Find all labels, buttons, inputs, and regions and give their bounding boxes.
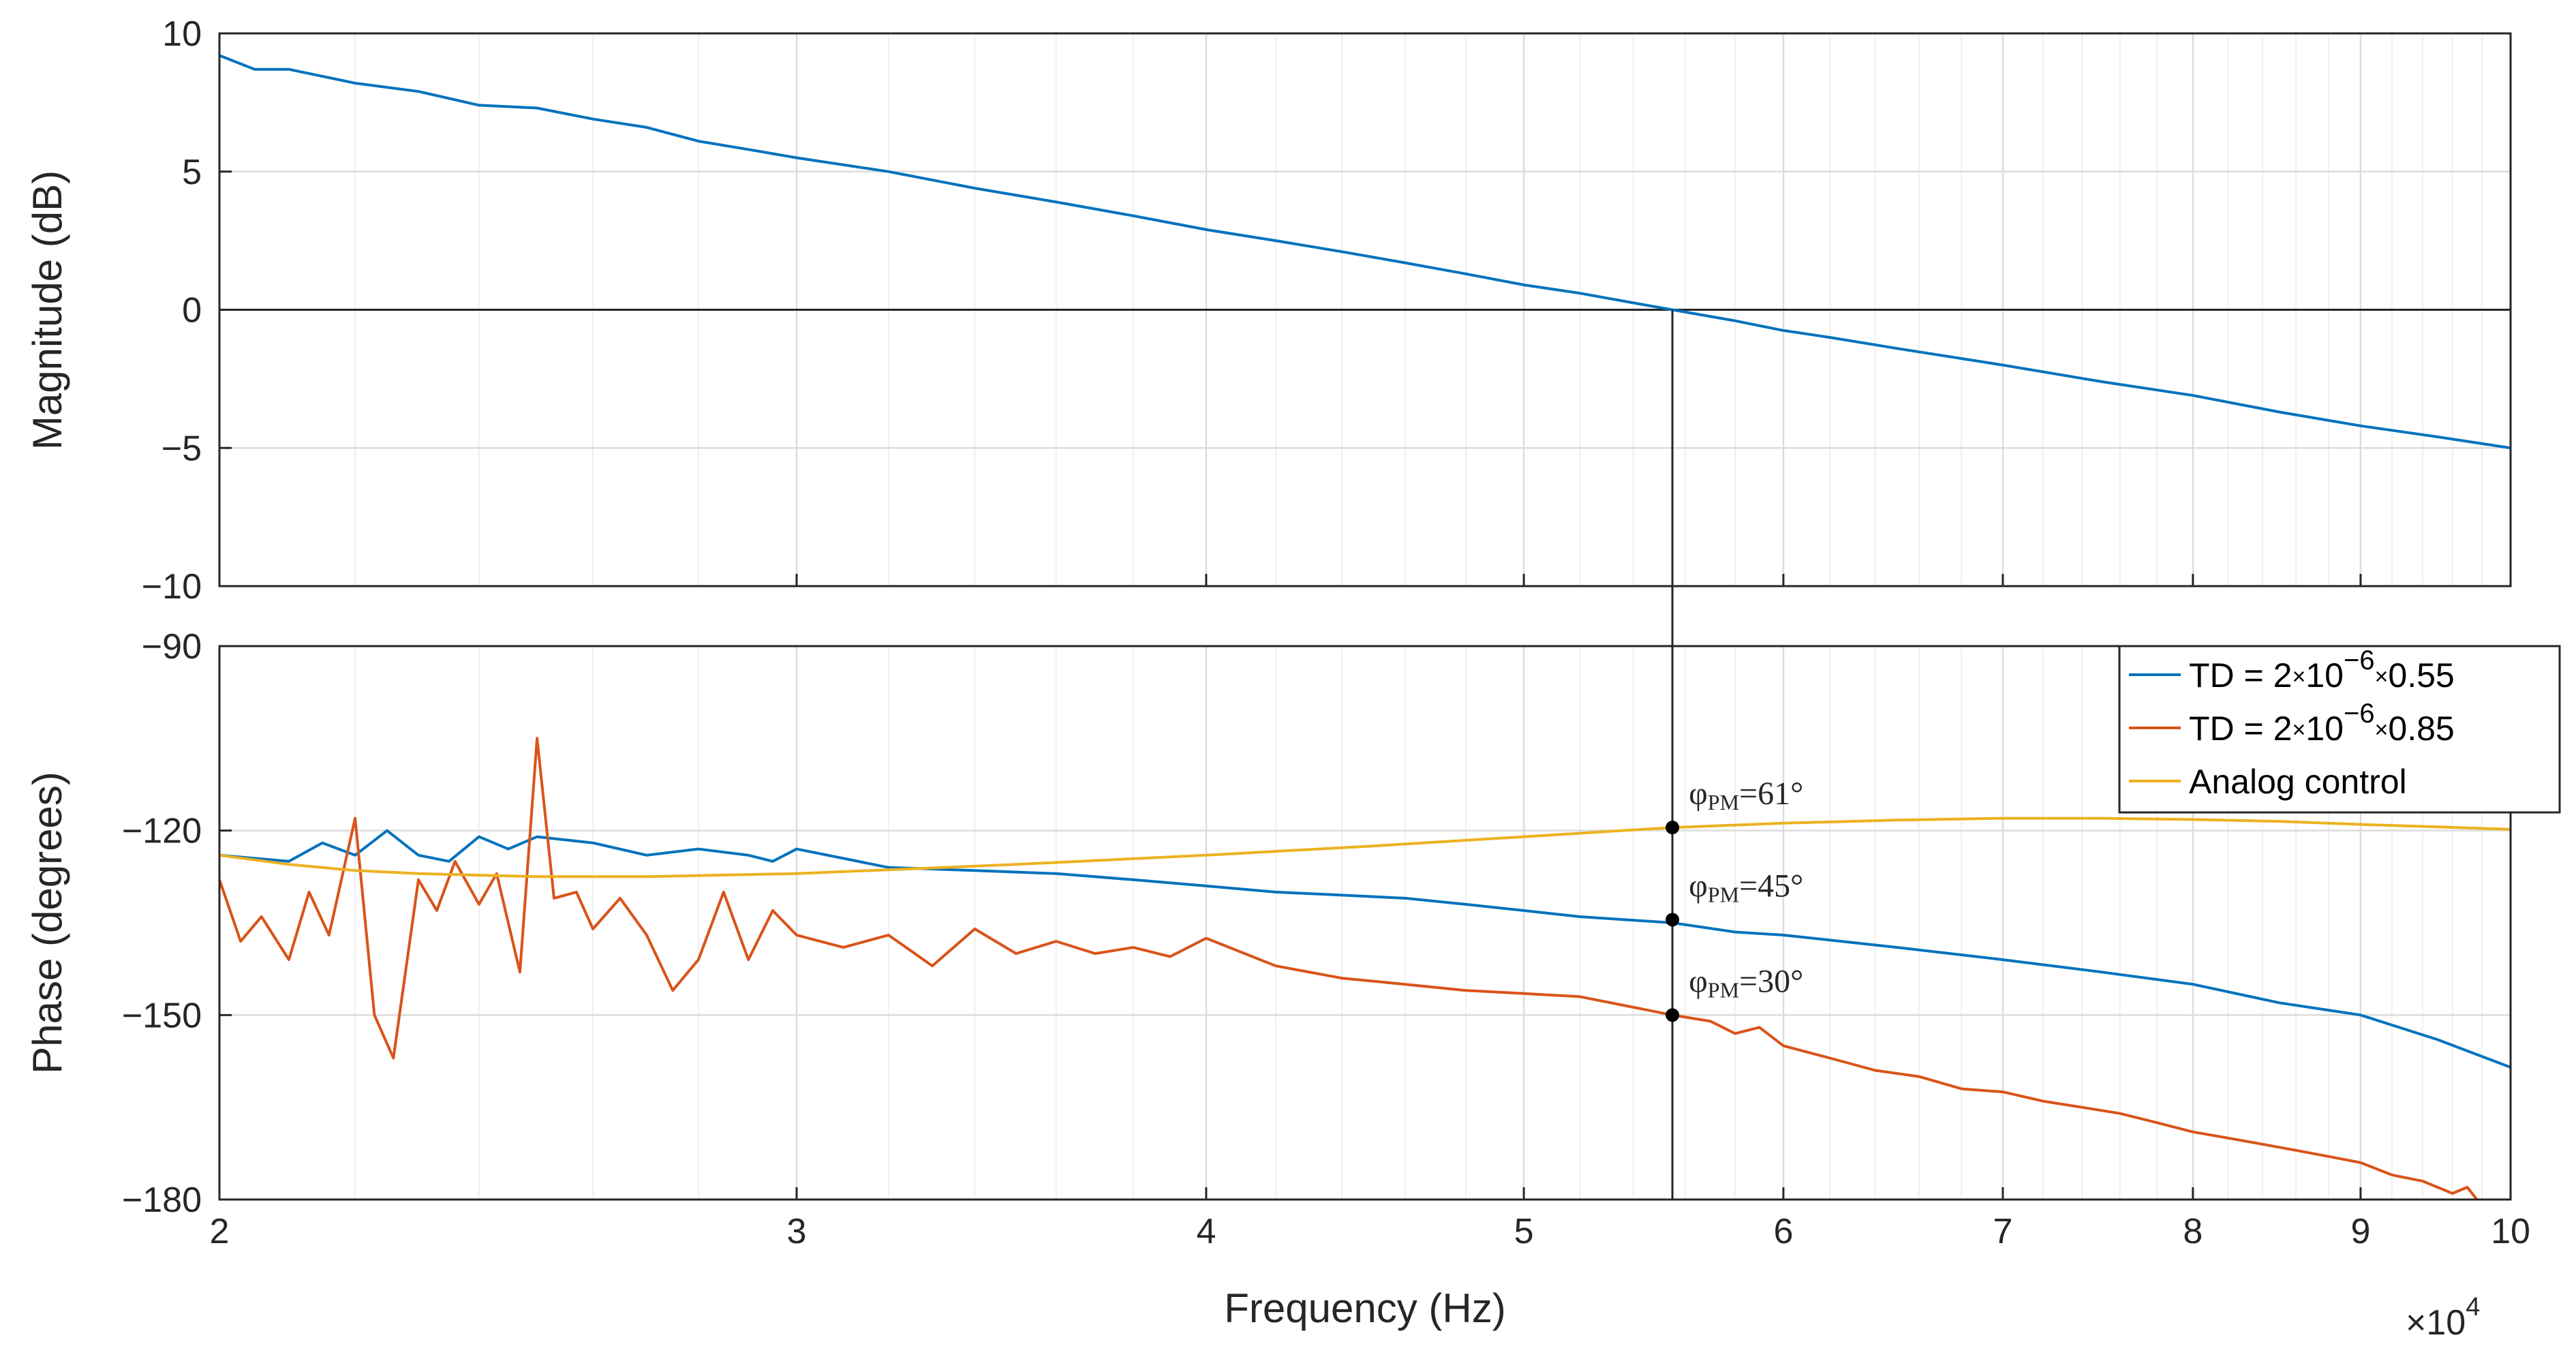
x-tick-label: 9 — [2350, 1212, 2370, 1251]
phase-margin-label: φPM=61° — [1689, 776, 1803, 814]
magnitude-series — [219, 54, 2511, 450]
legend-label-analog: Analog control — [2189, 763, 2407, 801]
magnitude-y-tick-label: 5 — [182, 153, 202, 192]
phase-line-analog — [219, 816, 2511, 879]
phase-y-tick-label: −120 — [122, 812, 202, 851]
legend-label-td055: TD = 2×10−6×0.55 — [2189, 645, 2455, 694]
x-tick-label: 2 — [210, 1212, 230, 1251]
phase-margin-marker — [1666, 1008, 1680, 1022]
x-tick-label: 4 — [1196, 1212, 1216, 1251]
phase-margin-label: φPM=30° — [1689, 963, 1803, 1002]
phase-margin-marker — [1666, 913, 1680, 927]
phase-margin-marker — [1666, 821, 1680, 835]
phase-margin-annotations: φPM=61° φPM=45° φPM=30° — [1666, 776, 1803, 1022]
phase-y-tick-label: −150 — [122, 996, 202, 1035]
phase-y-tick-label: −90 — [142, 627, 202, 667]
phase-y-tick-labels: −90 −120 −150 −180 — [122, 627, 232, 1220]
x-tick-labels: 2 3 4 5 6 7 8 9 10 — [210, 574, 2530, 1251]
phase-y-tick-label: −180 — [122, 1180, 202, 1220]
x-axis-label: Frequency (Hz) — [1224, 1285, 1505, 1331]
phase-margin-label: φPM=45° — [1689, 868, 1803, 906]
legend: TD = 2×10−6×0.55 TD = 2×10−6×0.85 Analog… — [2118, 645, 2561, 814]
phase-y-axis-label: Phase (degrees) — [25, 772, 70, 1074]
phase-series — [219, 737, 2511, 1200]
legend-box — [2118, 645, 2561, 814]
legend-label-td085: TD = 2×10−6×0.85 — [2189, 699, 2455, 748]
phase-line-td055 — [219, 829, 2511, 1069]
magnitude-line — [219, 54, 2511, 450]
magnitude-y-axis-label: Magnitude (dB) — [25, 170, 70, 450]
x-exponent-multiplier: ×104 — [2406, 1293, 2480, 1343]
x-tick-label: 3 — [787, 1212, 807, 1251]
x-tick-label: 6 — [1773, 1212, 1793, 1251]
phase-lines — [219, 737, 2511, 1200]
magnitude-y-tick-labels: 10 5 0 −5 −10 — [142, 14, 232, 607]
x-tick-label: 5 — [1514, 1212, 1534, 1251]
magnitude-axes: 10 5 0 −5 −10 Magnitude (dB) — [25, 14, 2512, 607]
magnitude-y-tick-label: −10 — [142, 567, 202, 607]
x-tick-label: 10 — [2491, 1212, 2530, 1251]
magnitude-y-tick-label: 0 — [182, 291, 202, 331]
x-tick-label: 8 — [2183, 1212, 2203, 1251]
magnitude-y-tick-label: −5 — [162, 429, 202, 468]
phase-axes-box — [218, 645, 2512, 1201]
x-tick-label: 7 — [1993, 1212, 2012, 1251]
magnitude-y-tick-label: 10 — [162, 14, 202, 54]
